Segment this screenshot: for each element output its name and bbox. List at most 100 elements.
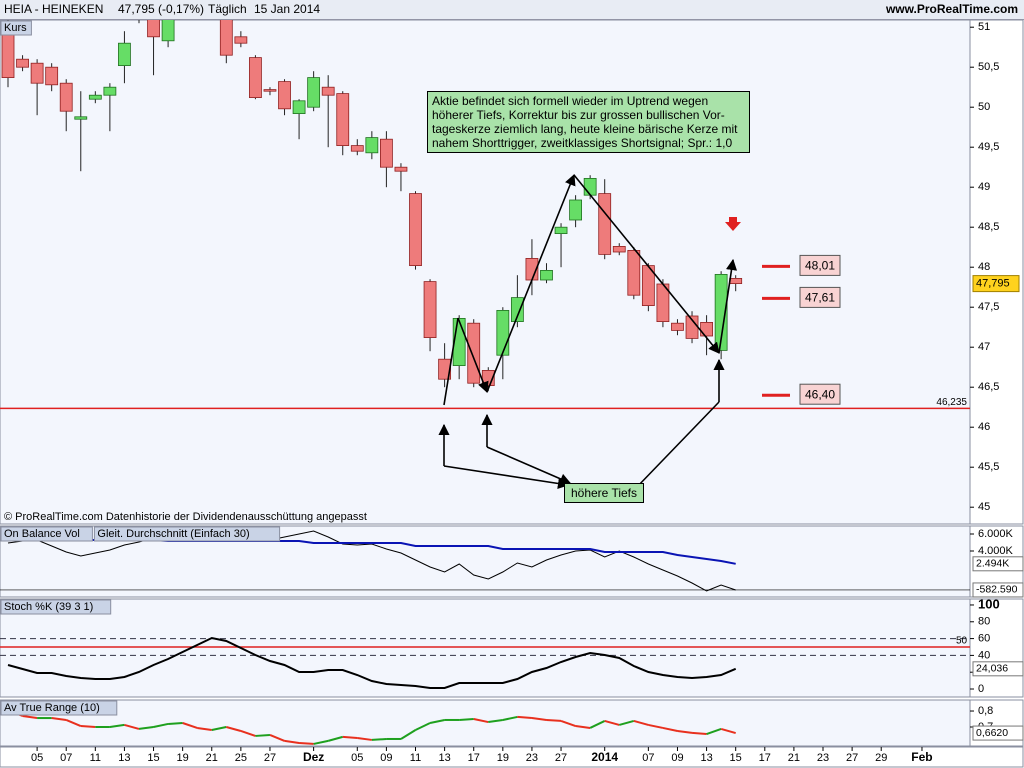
- x-axis-background: [0, 746, 1024, 768]
- candle-body: [365, 137, 379, 154]
- candle-body: [45, 66, 59, 86]
- x-tick-label: 25: [235, 752, 247, 764]
- candle-body: [350, 145, 364, 152]
- y-tick-label: 100: [978, 596, 1000, 611]
- candle-body: [88, 94, 102, 100]
- y-tick-label: 47,5: [978, 301, 999, 313]
- x-tick-label: 07: [642, 752, 654, 764]
- candle-body: [191, 0, 203, 3]
- reference-label: 50: [956, 636, 968, 647]
- last-value-tag: [972, 661, 1024, 677]
- candle-body: [16, 58, 29, 68]
- y-tick-label: 47: [978, 341, 990, 353]
- last-price-label: 47,795: [976, 278, 1010, 290]
- y-tick-label: 49: [978, 181, 990, 193]
- price-level-box: [799, 286, 841, 308]
- annotation-arrow: [486, 173, 576, 393]
- x-tick-label: 15: [730, 752, 742, 764]
- line-segment: [284, 739, 300, 744]
- line-segment: [531, 717, 547, 721]
- y-tick-label: 46: [978, 421, 990, 433]
- line-segment: [502, 715, 518, 721]
- y-tick-label: 0,8: [978, 705, 993, 717]
- x-tick-label: 23: [526, 752, 538, 764]
- x-tick-label: 27: [264, 752, 276, 764]
- line-segment: [546, 718, 562, 722]
- line-series: [7, 636, 737, 689]
- candle-body: [671, 322, 684, 331]
- x-tick-label: 27: [846, 752, 858, 764]
- candle-body: [74, 116, 88, 120]
- candle-body: [234, 36, 248, 44]
- line-segment: [269, 734, 285, 742]
- x-tick-label: 21: [788, 752, 800, 764]
- x-tick-label: 2014: [591, 750, 618, 764]
- candle-body: [700, 321, 713, 337]
- annotation-arrow: [635, 401, 720, 489]
- x-tick-label: 17: [468, 752, 480, 764]
- y-tick-label: 60: [978, 632, 990, 644]
- x-tick-label: 11: [410, 752, 421, 764]
- candle-body: [307, 77, 321, 108]
- x-tick-label: 29: [875, 752, 887, 764]
- candle-body: [423, 281, 437, 339]
- panel-background: [0, 699, 971, 747]
- last-price-tag: [972, 275, 1020, 293]
- panel: [0, 0, 970, 410]
- line-segment: [211, 726, 227, 732]
- candle-body: [583, 177, 597, 196]
- candle-body: [729, 277, 743, 284]
- x-tick-label: 05: [351, 752, 363, 764]
- y-tick-label: 51: [978, 21, 990, 33]
- line-segment: [153, 722, 169, 728]
- line-segment: [691, 731, 707, 736]
- price-level-box: [799, 254, 841, 276]
- line-segment: [517, 715, 533, 720]
- last-value-tag: [972, 556, 1024, 572]
- annotation-label: höhere Tiefs: [564, 483, 644, 503]
- line-segment: [124, 723, 140, 730]
- x-tick-label: 11: [90, 752, 101, 764]
- x-tick-label: 19: [177, 752, 189, 764]
- line-segment: [604, 719, 620, 726]
- site[interactable]: www.ProRealTime.com: [885, 2, 1018, 16]
- line-segment: [371, 737, 387, 741]
- y-tick-label: 48,5: [978, 221, 999, 233]
- annotation-arrow: [486, 446, 572, 485]
- last-value-tag: [972, 725, 1024, 741]
- candle-body: [147, 20, 160, 38]
- y-tick-label: 4.000K: [978, 545, 1014, 557]
- line-segment: [560, 719, 576, 727]
- panel-title: Kurs: [4, 22, 27, 34]
- panel: [0, 636, 970, 689]
- candle-body: [321, 86, 335, 96]
- legend-label: Gleit. Durchschnitt (Einfach 30): [97, 528, 249, 540]
- line-segment: [648, 723, 664, 729]
- footnote: © ProRealTime.com Datenhistorie der Divi…: [4, 511, 367, 523]
- candle-body: [118, 42, 131, 67]
- candle-body: [30, 62, 44, 84]
- y-tick-label: 80: [978, 616, 990, 628]
- line-segment: [51, 717, 67, 721]
- candle-body: [627, 249, 641, 296]
- y-tick-label: 0: [978, 683, 984, 695]
- quote: 47,795 (-0,17%): [118, 2, 205, 16]
- candle-body: [554, 226, 568, 234]
- candle-body: [161, 20, 175, 42]
- panel-background: [0, 598, 971, 698]
- candle-body: [103, 86, 117, 96]
- line-segment: [488, 718, 503, 724]
- line-segment: [633, 719, 649, 726]
- panel-title-box: [0, 700, 118, 716]
- candle-body: [278, 81, 291, 110]
- x-tick-label: 17: [759, 752, 771, 764]
- candle-body: [292, 100, 306, 115]
- axis-background: [969, 19, 1024, 525]
- line-segment: [109, 723, 125, 728]
- line-segment: [226, 726, 242, 732]
- line-segment: [22, 714, 38, 720]
- candle-body: [263, 89, 277, 92]
- candle-body: [467, 322, 481, 384]
